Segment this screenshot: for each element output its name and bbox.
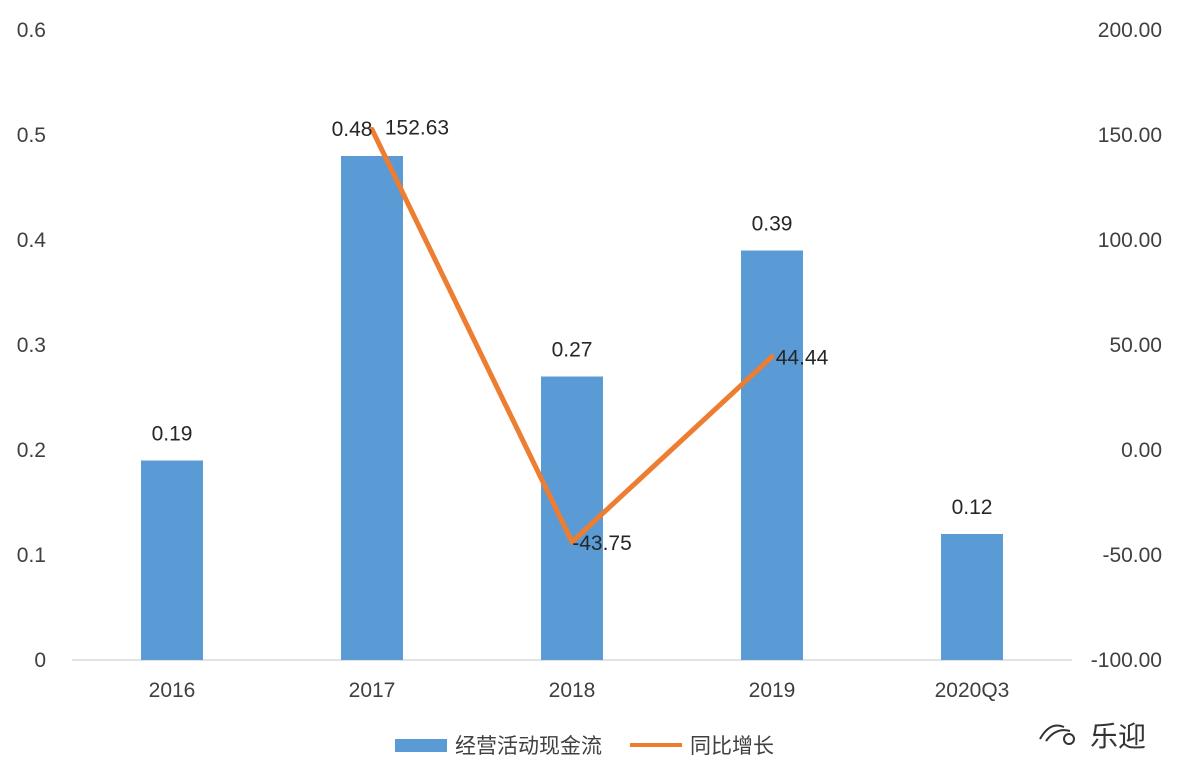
y-right-tick-label: 100.00 [1098, 229, 1162, 252]
bar [541, 376, 603, 660]
bar-data-label: 0.12 [952, 496, 993, 519]
y-left-tick-label: 0.3 [17, 334, 46, 357]
line-data-label: 152.63 [385, 116, 449, 139]
y-right-tick-label: -100.00 [1091, 649, 1162, 672]
bar-data-label: 0.27 [552, 339, 593, 362]
x-tick-label: 2020Q3 [935, 679, 1010, 702]
line-point [569, 539, 575, 545]
line-point [769, 354, 775, 360]
line-data-label: 44.44 [776, 347, 829, 370]
legend-label-line: 同比增长 [690, 734, 774, 758]
wechat-icon [1036, 717, 1082, 754]
x-tick-label: 2018 [549, 679, 596, 702]
x-tick-label: 2019 [749, 679, 796, 702]
bar-data-label: 0.48 [332, 118, 373, 141]
bar [741, 250, 803, 660]
line-data-label: -43.75 [572, 532, 632, 555]
legend-item-bar: 经营活动现金流 [395, 730, 602, 760]
y-right-tick-label: 0.00 [1121, 439, 1162, 462]
watermark: 乐迎 [1036, 712, 1146, 758]
bar-data-label: 0.39 [752, 213, 793, 236]
y-left-tick-label: 0.6 [17, 19, 46, 42]
bar [141, 460, 203, 660]
bar [941, 534, 1003, 660]
y-left-tick-label: 0.5 [17, 124, 46, 147]
legend: 经营活动现金流 同比增长 [395, 728, 802, 762]
x-tick-label: 2017 [349, 679, 396, 702]
watermark-text: 乐迎 [1090, 720, 1147, 753]
legend-label-bar: 经营活动现金流 [455, 734, 602, 758]
y-left-tick-label: 0 [34, 649, 46, 672]
legend-swatch-bar [395, 738, 447, 752]
x-tick-label: 2016 [149, 679, 196, 702]
y-left-tick-label: 0.4 [17, 229, 47, 252]
y-left-tick-label: 0.2 [17, 439, 46, 462]
y-right-tick-label: -50.00 [1102, 544, 1162, 567]
legend-item-line: 同比增长 [630, 730, 774, 760]
legend-swatch-line [630, 743, 682, 747]
bar-data-label: 0.19 [152, 423, 193, 446]
line-point [369, 126, 375, 132]
y-right-tick-label: 200.00 [1098, 19, 1162, 42]
bar [341, 156, 403, 660]
y-left-tick-label: 0.1 [17, 544, 46, 567]
y-right-tick-label: 150.00 [1098, 124, 1162, 147]
y-right-tick-label: 50.00 [1109, 334, 1162, 357]
